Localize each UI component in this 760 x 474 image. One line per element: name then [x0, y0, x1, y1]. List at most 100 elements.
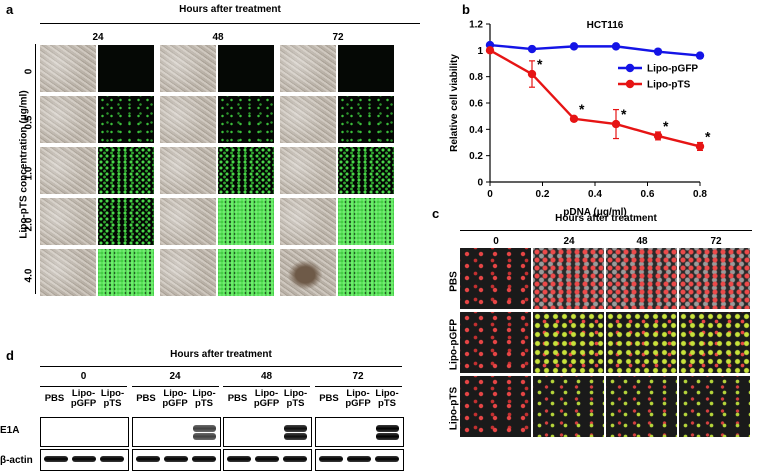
panel-a-conc-0.5: 0.5	[23, 115, 35, 130]
panel-a-conc-2.0: 2.0	[23, 217, 35, 232]
panel-c-time-0: 0	[493, 236, 499, 247]
panel-d-time-0h: 0	[80, 371, 87, 382]
legend-marker-1	[625, 79, 635, 89]
panel-a-header: Hours after treatment	[179, 4, 281, 15]
e1a-band-lower-72h	[375, 433, 399, 440]
panel-c-header: Hours after treatment	[555, 213, 657, 224]
panel-a-time-48: 48	[212, 32, 224, 43]
gfp-image-1.0ug-72h	[338, 147, 394, 194]
data-point-0-4	[653, 47, 663, 56]
panel-a-time-24: 24	[92, 32, 104, 43]
panel-d-header-rule	[40, 366, 402, 367]
legend-label-1: Lipo-pTS	[647, 80, 691, 91]
series-line-1	[489, 49, 701, 148]
panel-d-lane-label-72h-2: Lipo- pTS	[375, 388, 399, 409]
panel-d-lane-label-72h-0: PBS	[319, 393, 339, 404]
significance-mark-3: *	[621, 106, 627, 122]
actin-band-48h-1	[255, 456, 279, 462]
actin-band-48h-2	[283, 456, 307, 462]
data-point-1-1	[527, 69, 537, 79]
fluorescence-image-lipo-pgfp-24h	[533, 312, 604, 373]
panel-c-time-72: 72	[710, 236, 722, 247]
actin-band-72h-2	[374, 456, 399, 462]
panel-d-time-48h: 48	[260, 371, 273, 382]
panel-a-time-72: 72	[332, 32, 344, 43]
panel-b-letter: b	[462, 2, 470, 17]
panel-a-conc-1.0: 1.0	[23, 166, 35, 181]
panel-d-lane-label-24h-1: Lipo- pGFP	[162, 388, 188, 409]
brightfield-image-0ug-72h	[280, 45, 336, 92]
gfp-image-2.0ug-72h	[338, 198, 394, 245]
y-tick-label-1: 0.2	[469, 151, 483, 162]
legend-label-0: Lipo-pGFP	[647, 64, 698, 75]
x-tick-label-0: 0	[487, 189, 493, 200]
brightfield-image-2.0ug-72h	[280, 198, 336, 245]
actin-band-48h-0	[227, 456, 251, 462]
panel-d-lane-label-48h-1: Lipo- pGFP	[253, 388, 280, 409]
panel-a-conc-0: 0	[23, 68, 35, 75]
panel-a-conc-4.0: 4.0	[23, 268, 35, 283]
x-tick-label-4: 0.8	[693, 189, 707, 200]
e1a-band-lower-24h	[192, 433, 216, 440]
data-point-0-2	[569, 42, 579, 51]
fluorescence-image-lipo-pgfp-48h	[606, 312, 677, 373]
significance-mark-2: *	[579, 101, 585, 117]
panel-d-blot-actin-label: β-actin	[0, 455, 33, 466]
panel-d-lane-label-72h-1: Lipo- pGFP	[345, 388, 371, 409]
panel-d-lane-label-0h-0: PBS	[44, 393, 65, 404]
data-point-0-3	[611, 42, 621, 51]
actin-band-0h-2	[100, 456, 124, 462]
fluorescence-image-lipo-pgfp-0h	[460, 312, 531, 373]
x-tick-label-2: 0.4	[588, 189, 602, 200]
data-point-1-0	[485, 46, 495, 55]
gfp-image-0.5ug-72h	[338, 96, 394, 143]
panel-a-header-rule	[40, 23, 420, 24]
data-point-1-2	[569, 114, 579, 124]
actin-band-24h-1	[163, 456, 188, 462]
panel-c-time-24: 24	[563, 236, 575, 247]
series-line-0	[489, 43, 701, 57]
x-axis-label: pDNA (μg/ml)	[563, 207, 627, 218]
y-tick-label-2: 0.4	[469, 125, 483, 136]
legend-marker-0	[625, 63, 635, 73]
fluorescence-image-lipo-pts-24h	[533, 376, 604, 437]
fluorescence-image-lipo-pts-72h	[679, 376, 750, 437]
x-tick-label-1: 0.2	[536, 189, 550, 200]
data-point-0-1	[527, 44, 537, 54]
panel-d-time-rule-24h	[131, 386, 219, 387]
actin-band-72h-0	[318, 456, 343, 462]
panel-d-time-24h: 24	[169, 371, 181, 382]
fluorescence-image-lipo-pgfp-72h	[679, 312, 750, 373]
actin-band-24h-2	[191, 456, 216, 462]
panel-b-chart: 0 0.2 0.4 0.6 0.8 1 1.2 0 0.2 0.4 0.6 0.8 pDNA (μg/m…	[449, 20, 711, 219]
e1a-blot-24h	[131, 417, 221, 447]
panel-d-time-72h: 72	[352, 371, 364, 382]
fluorescence-image-pbs-72h	[679, 248, 750, 309]
actin-band-0h-1	[72, 456, 96, 462]
panel-d-lane-label-48h-0: PBS	[227, 393, 248, 404]
gfp-image-0ug-48h	[218, 45, 274, 92]
e1a-band-upper-24h	[192, 425, 216, 432]
fluorescence-image-pbs-24h	[533, 248, 604, 309]
brightfield-image-4.0ug-72h	[280, 249, 336, 296]
panel-c-header-rule	[460, 230, 752, 231]
gfp-image-2.0ug-24h	[98, 198, 154, 245]
panel-d-time-rule-0h	[40, 386, 127, 387]
brightfield-image-4.0ug-24h	[40, 249, 96, 296]
actin-band-0h-0	[44, 456, 68, 462]
y-axis-label: Relative cell viability	[449, 54, 460, 152]
fluorescence-image-pbs-48h	[606, 248, 677, 309]
significance-mark-4: *	[663, 118, 669, 134]
e1a-band-upper-48h	[284, 425, 307, 432]
y-tick-label-0: 0	[477, 178, 483, 189]
panel-d-lane-label-48h-2: Lipo- pTS	[283, 388, 308, 409]
brightfield-image-0.5ug-24h	[40, 96, 96, 143]
panel-a-row-bracket	[35, 44, 36, 294]
fluorescence-image-lipo-pts-0h	[460, 376, 531, 437]
actin-band-72h-1	[346, 456, 371, 462]
y-tick-label-6: 1.2	[469, 20, 483, 31]
gfp-image-4.0ug-48h	[218, 249, 274, 296]
data-point-1-4	[653, 131, 663, 141]
panel-d-lane-label-0h-1: Lipo- pGFP	[70, 388, 97, 409]
brightfield-image-0.5ug-48h	[160, 96, 216, 143]
